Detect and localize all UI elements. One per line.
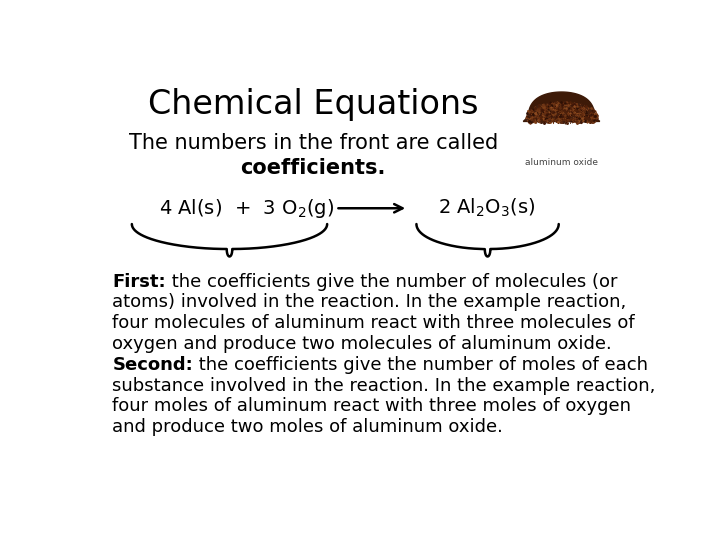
Text: 2 Al$_2$O$_3$(s): 2 Al$_2$O$_3$(s) xyxy=(438,197,535,219)
Text: the coefficients give the number of moles of each: the coefficients give the number of mole… xyxy=(193,356,648,374)
Text: substance involved in the reaction. In the example reaction,: substance involved in the reaction. In t… xyxy=(112,377,656,395)
Text: 4 Al(s)  +  3 O$_2$(g): 4 Al(s) + 3 O$_2$(g) xyxy=(158,197,334,220)
Text: four molecules of aluminum react with three molecules of: four molecules of aluminum react with th… xyxy=(112,314,635,332)
Text: Second:: Second: xyxy=(112,356,193,374)
Text: coefficients.: coefficients. xyxy=(240,158,386,178)
Text: atoms) involved in the reaction. In the example reaction,: atoms) involved in the reaction. In the … xyxy=(112,294,626,312)
Text: First:: First: xyxy=(112,273,166,291)
Text: aluminum oxide: aluminum oxide xyxy=(525,158,598,167)
Text: Chemical Equations: Chemical Equations xyxy=(148,87,479,120)
Polygon shape xyxy=(523,92,600,122)
Text: four moles of aluminum react with three moles of oxygen: four moles of aluminum react with three … xyxy=(112,397,631,415)
Text: The numbers in the front are called: The numbers in the front are called xyxy=(129,133,498,153)
Text: and produce two moles of aluminum oxide.: and produce two moles of aluminum oxide. xyxy=(112,418,503,436)
Text: oxygen and produce two molecules of aluminum oxide.: oxygen and produce two molecules of alum… xyxy=(112,335,612,353)
Text: the coefficients give the number of molecules (or: the coefficients give the number of mole… xyxy=(166,273,618,291)
